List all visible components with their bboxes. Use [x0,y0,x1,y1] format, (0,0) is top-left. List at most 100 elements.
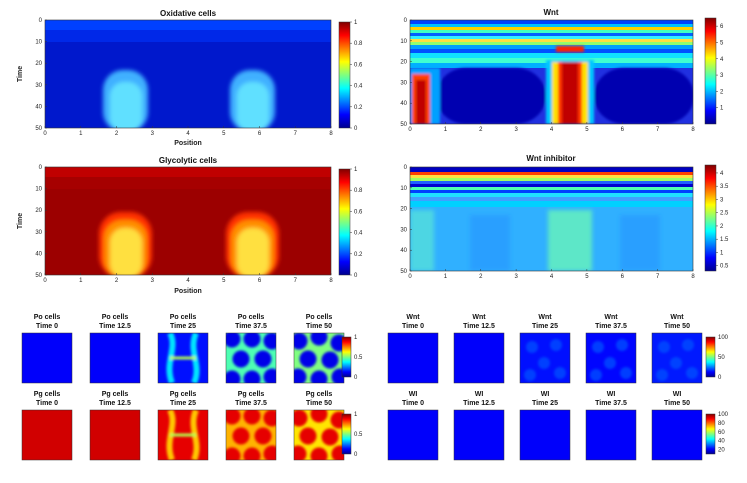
snapshot-field [652,410,702,460]
colorbar-tick-label: 5 [720,40,724,46]
oxidative-title: Oxidative cells [160,9,217,18]
pattern-spot [294,368,307,383]
x-tick-label: 2 [115,278,119,284]
snapshot-field [454,333,504,383]
snapshot-label: Pg cells [306,391,333,398]
snapshot-label: Wnt [670,314,684,321]
colorbar-tick-label: 1 [720,106,724,112]
pattern-spot [686,367,698,379]
pattern-stripe [166,333,176,383]
x-tick-label: 3 [151,278,155,284]
snapshot-field [388,410,438,460]
pattern-spot [670,357,682,369]
pattern-spot [299,427,317,445]
snapshot-field [520,410,570,460]
colorbar-tick-label: 4 [720,171,724,177]
snapshot-time: Time 37.5 [595,323,627,330]
x-tick-label: 5 [222,131,226,137]
x-tick-label: 0 [43,131,47,137]
colorbar-tick-label: 0 [354,126,358,132]
oxidative-ylabel: Time [17,66,24,82]
snapshot-label: WI [607,391,616,398]
wnt-inhibitor-colorbar [704,164,717,272]
y-tick-label: 30 [400,80,407,86]
y-tick-label: 40 [400,248,407,254]
x-tick-label: 1 [444,274,448,280]
snapshot-time: Time 0 [402,400,424,407]
wnt-inhibitor-panel: Wnt inhibitor 0 1 2 3 4 5 6 7 8 0 10 20 30 40 50 [400,154,729,280]
pattern-spot [243,333,261,348]
pg-snapshot-colorbar [341,413,352,455]
colorbar-tick-label: 0.4 [354,84,363,90]
pattern-spot [226,370,241,383]
snapshot-label: Po cells [102,314,129,321]
wi-snapshot-1: WI Time 12.5 [453,391,505,461]
snapshot-time: Time 37.5 [235,400,267,407]
pattern-spot [330,411,344,429]
snapshot-time: Time 25 [532,400,558,407]
x-tick-label: 7 [294,278,298,284]
snapshot-field [586,410,636,460]
pattern-spot [232,350,250,368]
colorbar-tick-label: 0.5 [720,264,729,270]
pattern-spot [243,410,261,425]
x-tick-label: 7 [656,127,660,133]
y-tick-label: 0 [39,165,43,171]
pattern-spot [620,367,632,379]
pg-snapshot-0: Pg cells Time 0 [21,391,73,461]
y-tick-label: 10 [35,187,42,193]
colorbar-tick-label: 40 [718,439,725,445]
x-tick-label: 2 [115,131,119,137]
wnt-title: Wnt [543,8,558,17]
colorbar-tick-label: 0.8 [354,41,363,47]
colorbar-tick-label: 2 [720,224,724,230]
pattern-spot [616,339,628,351]
po-snapshot-colorbar [341,336,352,378]
po-snapshot-row: Po cells Time 0 Po cells Time 12.5 Po cells T… [21,314,363,384]
snapshot-label: Pg cells [170,391,197,398]
snapshot-field [22,410,72,460]
colorbar-tick-label: 1 [354,167,358,173]
snapshot-label: Wnt [538,314,552,321]
pattern-spot [226,447,241,460]
glycolytic-ylabel: Time [17,213,24,229]
pattern-spot [526,341,538,353]
x-tick-label: 3 [514,127,518,133]
snapshot-field [90,333,140,383]
colorbar-tick-label: 3 [720,197,724,203]
wi-snapshot-2: WI Time 25 [519,391,571,461]
pattern-spot [310,333,328,346]
wnt-snapshot-1: Wnt Time 12.5 [453,314,505,384]
pattern-spot [321,428,339,446]
wnt-snapshot-3: Wnt Time 37.5 [585,314,637,384]
pattern-spot [554,367,566,379]
snapshot-label: Pg cells [238,391,265,398]
y-tick-label: 40 [35,104,42,110]
colorbar-tick-label: 0 [718,375,722,381]
pattern-spot [263,410,276,427]
wnt-panel: Wnt [400,8,724,133]
pattern-spot [604,357,616,369]
oxidative-colorbar [338,21,351,129]
snapshot-label: Wnt [406,314,420,321]
pattern-spot [682,339,694,351]
pattern-spot [226,410,241,425]
colorbar-tick-label: 100 [718,412,729,418]
snapshot-label: Wnt [604,314,618,321]
x-tick-label: 3 [151,131,155,137]
pattern-spot [592,341,604,353]
colorbar-tick-label: 3.5 [720,184,729,190]
colorbar-tick-label: 2 [720,89,724,95]
snapshot-time: Time 50 [664,323,690,330]
snapshot-label: WI [673,391,682,398]
wnt-colorbar [704,17,717,125]
x-tick-label: 7 [656,274,660,280]
pattern-spot [243,447,261,460]
snapshot-field [22,333,72,383]
colorbar-tick-label: 60 [718,430,725,436]
wi-snapshot-0: WI Time 0 [387,391,439,461]
pattern-spot [321,351,339,369]
pattern-spot [263,445,276,460]
